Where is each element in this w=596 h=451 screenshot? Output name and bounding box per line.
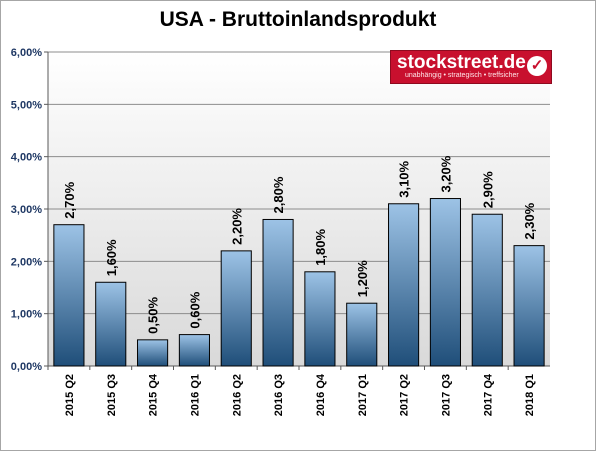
bar bbox=[304, 271, 336, 367]
data-label: 2,30% bbox=[522, 202, 537, 239]
bar bbox=[53, 224, 85, 367]
bar bbox=[262, 218, 294, 367]
x-tick-label: 2016 Q2 bbox=[231, 374, 243, 416]
y-tick-label: 6,00% bbox=[11, 47, 42, 59]
bar bbox=[346, 302, 378, 367]
y-tick-label: 2,00% bbox=[11, 256, 42, 268]
y-tick-label: 1,00% bbox=[11, 309, 42, 321]
stockstreet-logo: stockstreet.de unabhängig • strategisch … bbox=[390, 50, 552, 84]
checkmark-icon: ✓ bbox=[527, 56, 547, 76]
bar bbox=[388, 203, 420, 367]
x-tick-label: 2015 Q3 bbox=[106, 374, 118, 416]
x-tick-label: 2017 Q3 bbox=[440, 374, 452, 416]
x-tick-label: 2016 Q4 bbox=[315, 373, 327, 416]
x-tick-label: 2017 Q4 bbox=[482, 373, 494, 416]
logo-tagline: unabhängig • strategisch • treffsicher bbox=[405, 72, 519, 79]
y-tick-label: 0,00% bbox=[11, 361, 42, 373]
bar bbox=[137, 339, 169, 367]
data-label: 0,60% bbox=[187, 291, 202, 328]
y-tick-label: 3,00% bbox=[11, 204, 42, 216]
bar bbox=[95, 281, 127, 367]
y-tick-label: 5,00% bbox=[11, 99, 42, 111]
bar bbox=[513, 245, 545, 367]
data-label: 2,90% bbox=[480, 171, 495, 208]
data-label: 1,20% bbox=[355, 260, 370, 297]
chart-title: USA - Bruttoinlandsprodukt bbox=[159, 8, 437, 31]
x-tick-label: 2015 Q4 bbox=[148, 373, 160, 416]
x-tick-label: 2018 Q1 bbox=[524, 374, 536, 416]
x-tick-label: 2017 Q2 bbox=[399, 374, 411, 416]
x-tick-label: 2017 Q1 bbox=[357, 374, 369, 416]
data-label: 0,50% bbox=[146, 297, 161, 334]
x-tick-label: 2015 Q2 bbox=[64, 374, 76, 416]
bar bbox=[178, 334, 210, 367]
data-label: 3,20% bbox=[438, 155, 453, 192]
data-label: 1,60% bbox=[104, 239, 119, 276]
bar bbox=[429, 198, 461, 367]
bar bbox=[471, 213, 503, 367]
logo-name: stockstreet.de bbox=[397, 52, 526, 73]
bar bbox=[220, 250, 252, 367]
data-label: 2,80% bbox=[271, 176, 286, 213]
data-label: 2,70% bbox=[62, 181, 77, 218]
x-tick-label: 2016 Q1 bbox=[189, 374, 201, 416]
x-tick-label: 2016 Q3 bbox=[273, 374, 285, 416]
data-label: 1,80% bbox=[313, 228, 328, 265]
y-tick-label: 4,00% bbox=[11, 152, 42, 164]
data-label: 3,10% bbox=[397, 160, 412, 197]
data-label: 2,20% bbox=[229, 208, 244, 245]
